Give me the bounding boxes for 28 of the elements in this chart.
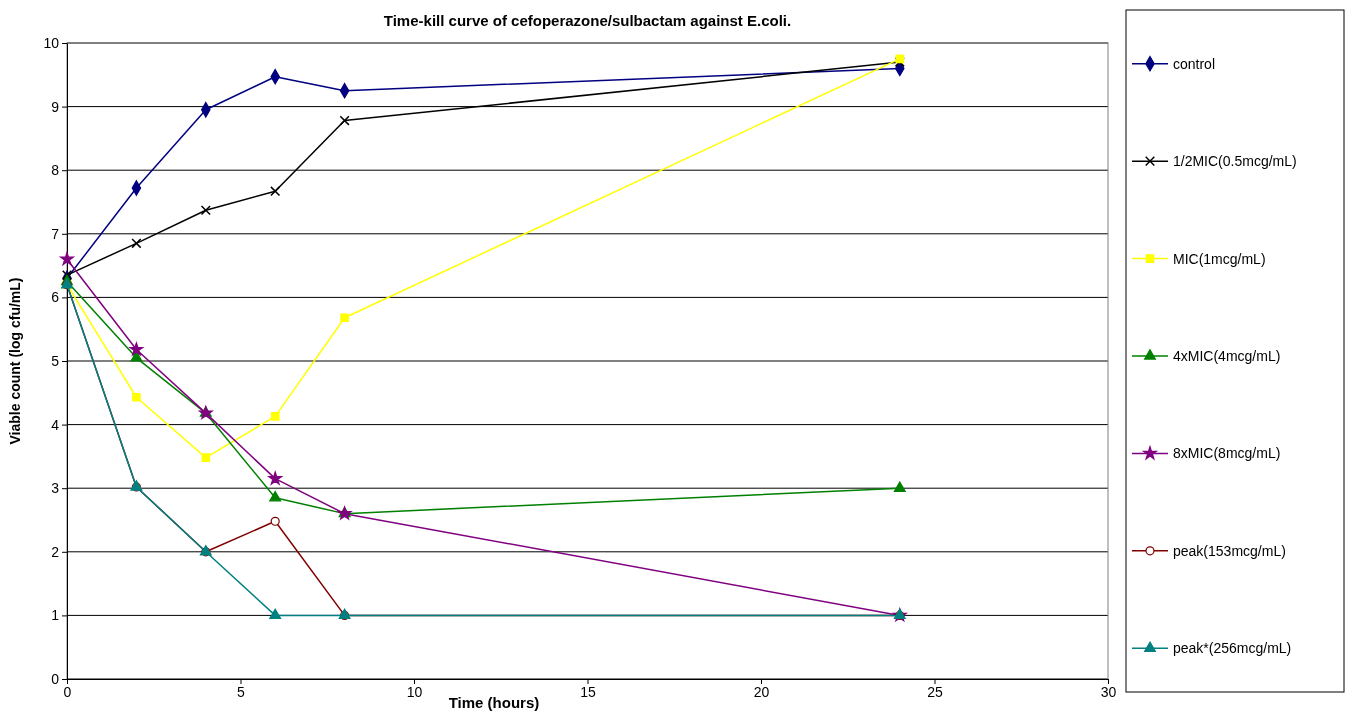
y-tick-label: 7 xyxy=(51,225,60,242)
y-tick-label: 8 xyxy=(51,162,60,179)
x-tick-label: 5 xyxy=(237,683,246,700)
legend-label: control xyxy=(1173,55,1216,72)
y-tick-label: 10 xyxy=(43,34,60,51)
legend-label: peak(153mcg/mL) xyxy=(1173,542,1286,559)
legend-label: peak*(256mcg/mL) xyxy=(1173,640,1292,657)
x-tick-label: 20 xyxy=(753,683,770,700)
y-tick-label: 2 xyxy=(51,543,60,560)
legend-label: MIC(1mcg/mL) xyxy=(1173,250,1266,267)
x-tick-label: 30 xyxy=(1100,683,1117,700)
legend-label: 1/2MIC(0.5mcg/mL) xyxy=(1173,153,1297,170)
x-tick-label: 25 xyxy=(927,683,943,700)
legend-label: 8xMIC(8mcg/mL) xyxy=(1173,445,1281,462)
x-axis-title: Time (hours) xyxy=(448,694,540,711)
y-axis-title: Viable count (log cfu/mL) xyxy=(7,277,23,445)
y-tick-label: 0 xyxy=(51,670,60,687)
y-tick-label: 1 xyxy=(51,607,60,624)
y-tick-label: 6 xyxy=(51,289,60,306)
legend-label: 4xMIC(4mcg/mL) xyxy=(1173,348,1281,364)
y-tick-label: 4 xyxy=(51,416,60,433)
y-tick-label: 9 xyxy=(51,98,60,115)
y-tick-label: 5 xyxy=(51,352,60,369)
x-tick-label: 15 xyxy=(580,683,596,700)
x-tick-label: 10 xyxy=(406,683,423,700)
chart-title: Time-kill curve of cefoperazone/sulbactam against E.coli. xyxy=(383,12,792,29)
y-tick-label: 3 xyxy=(51,480,60,497)
x-tick-label: 0 xyxy=(63,683,72,700)
